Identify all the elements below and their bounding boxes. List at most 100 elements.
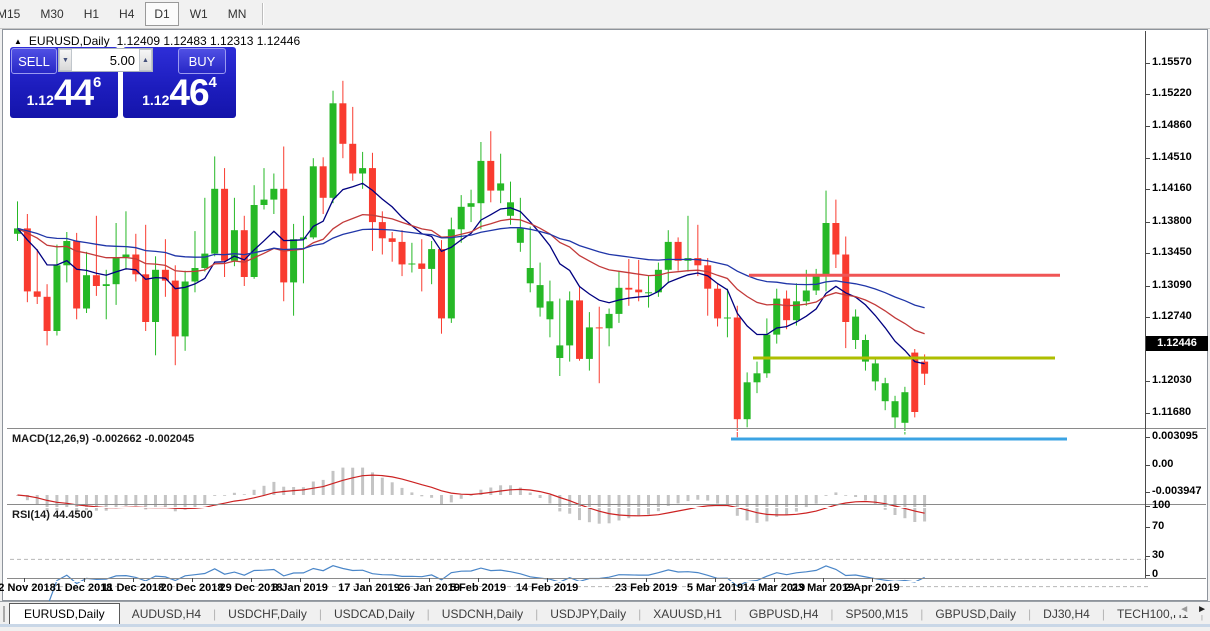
timeframe-button-h4[interactable]: H4	[119, 7, 135, 21]
rsi-axis-tick	[1145, 527, 1150, 528]
date-axis-tick	[547, 578, 548, 582]
price-axis-label: 1.14510	[1152, 151, 1192, 163]
chart-tab-usdjpy-daily[interactable]: USDJPY,Daily	[550, 606, 627, 621]
timeframe-button-mn[interactable]: MN	[227, 7, 247, 21]
date-axis-label: 23 Feb 2019	[614, 582, 678, 594]
rsi-indicator-pane[interactable]	[10, 536, 1148, 608]
chart-tab-usdcad-daily[interactable]: USDCAD,Daily	[333, 606, 415, 621]
date-axis-tick	[646, 578, 647, 582]
price-axis-label: 1.13090	[1152, 279, 1192, 291]
buy-price: 1.12464	[123, 72, 236, 114]
buy-price-sup: 4	[208, 74, 217, 91]
date-axis-label: 26 Jan 2019	[398, 582, 460, 594]
price-axis-label: 1.15220	[1152, 87, 1192, 99]
price-axis-label: 1.13450	[1152, 246, 1192, 258]
sell-button[interactable]: SELL	[11, 48, 57, 74]
timeframe-button-w1[interactable]: W1	[189, 7, 208, 21]
chart-tab-gbpusd-daily[interactable]: GBPUSD,Daily	[935, 606, 1017, 621]
chart-title: ▲ EURUSD,Daily 1.12409 1.12483 1.12313 1…	[14, 34, 300, 48]
macd-indicator-pane[interactable]	[10, 460, 1148, 534]
price-axis-tick	[1145, 126, 1150, 127]
chart-tab-bar: EURUSD,Daily AUDUSD,H4 | USDCHF,Daily | USDCA…	[0, 601, 1210, 625]
chart-tab-gbpusd-h4[interactable]: GBPUSD,H4	[749, 606, 819, 621]
macd-axis-label: 0.003095	[1152, 430, 1198, 442]
price-axis-label: 1.14860	[1152, 119, 1192, 131]
date-axis-tick	[823, 578, 824, 582]
lot-size-input[interactable]	[72, 49, 139, 71]
up-arrow-icon: ▲	[142, 56, 149, 64]
tab-separator: |	[1101, 606, 1105, 621]
chart-window	[2, 29, 1208, 608]
date-axis-tick	[251, 578, 252, 582]
lot-size-cluster: ▼ ▲	[58, 48, 153, 72]
price-axis-tick	[1145, 413, 1150, 414]
chart-tab-xauusd-h1[interactable]: XAUUSD,H1	[653, 606, 722, 621]
chart-tab-usdchf-daily[interactable]: USDCHF,Daily	[228, 606, 307, 621]
macd-axis-tick	[1145, 437, 1150, 438]
date-axis-tick	[478, 578, 479, 582]
sell-price-block[interactable]: SELL 1.12446	[10, 47, 118, 118]
lot-decrease-button[interactable]: ▼	[59, 49, 72, 71]
timeframe-toolbar: M15 M30 H1 H4 D1 W1 MN	[0, 0, 1210, 29]
window-bottom-edge	[0, 627, 1210, 631]
chart-symbol-label: EURUSD,Daily	[28, 34, 110, 48]
rsi-axis-label: 30	[1152, 549, 1165, 561]
tab-separator: |	[638, 606, 642, 621]
tab-scroll-right-icon[interactable]: ►	[1197, 604, 1207, 615]
buy-button[interactable]: BUY	[178, 48, 226, 74]
macd-axis-label: 0.00	[1152, 458, 1174, 470]
date-axis-tick	[133, 578, 134, 582]
timeframe-button-m15[interactable]: M15	[0, 7, 21, 21]
main-price-chart[interactable]	[10, 61, 1148, 458]
sell-price-frac: 1.12	[26, 92, 54, 108]
rsi-axis-tick	[1145, 506, 1150, 507]
rsi-axis-label: 100	[1152, 499, 1171, 511]
chart-tab-audusd-h4[interactable]: AUDUSD,H4	[131, 606, 202, 621]
chart-tab-sp500-m15[interactable]: SP500,M15	[845, 606, 909, 621]
date-axis-tick	[192, 578, 193, 582]
tab-separator: |	[1028, 606, 1032, 621]
price-axis-tick	[1145, 253, 1150, 254]
date-axis-tick	[369, 578, 370, 582]
date-axis-tick	[715, 578, 716, 582]
lot-increase-button[interactable]: ▲	[139, 49, 152, 71]
price-axis-label: 1.13800	[1152, 215, 1192, 227]
price-axis-tick	[1145, 94, 1150, 95]
timeframe-button-d1[interactable]: D1	[145, 2, 179, 26]
moving-averages-layer	[17, 182, 925, 365]
price-axis-tick	[1145, 381, 1150, 382]
tab-separator: |	[733, 606, 738, 621]
chart-tab-usdcnh-daily[interactable]: USDCNH,Daily	[441, 606, 524, 621]
price-axis-tick	[1145, 63, 1150, 64]
date-axis-tick	[84, 578, 85, 582]
date-axis-label: 29 Dec 2018	[219, 582, 283, 594]
price-axis-border	[1145, 31, 1146, 578]
pane-splitter-rsi[interactable]	[7, 504, 1206, 508]
timeframe-button-h1[interactable]: H1	[83, 7, 100, 21]
chart-tab-tech100-h1[interactable]: TECH100,H1	[1116, 606, 1189, 621]
collapse-panel-icon[interactable]: ▲	[14, 36, 22, 46]
rsi-line	[27, 565, 925, 608]
date-axis-label: 5 Feb 2019	[449, 582, 507, 594]
date-axis-tick	[429, 578, 430, 582]
tab-separator: |	[920, 606, 924, 621]
date-axis-label: 22 Nov 2018	[0, 582, 56, 594]
rsi-axis-label: 70	[1152, 520, 1165, 532]
price-axis-label: 1.12030	[1152, 374, 1192, 386]
chart-tab-eurusd-daily[interactable]: EURUSD,Daily	[9, 602, 120, 625]
ma-slow	[17, 227, 925, 309]
price-axis-tick	[1145, 189, 1150, 190]
chart-tab-dj30-h4[interactable]: DJ30,H4	[1043, 606, 1090, 621]
buy-price-frac: 1.12	[142, 92, 170, 108]
sell-price: 1.12446	[10, 72, 118, 114]
date-axis-label: 23 Mar 2019	[791, 582, 855, 594]
date-axis-tick	[24, 578, 25, 582]
date-axis-label: 11 Dec 2018	[101, 582, 165, 594]
date-axis-label: 20 Dec 2018	[160, 582, 224, 594]
price-axis-tick	[1145, 317, 1150, 318]
timeframe-button-m30[interactable]: M30	[40, 7, 64, 21]
down-arrow-icon: ▼	[62, 56, 69, 64]
pane-splitter-macd[interactable]	[7, 428, 1206, 432]
tab-scroll-left-icon[interactable]: ◄	[1179, 604, 1190, 615]
macd-histogram	[16, 467, 927, 524]
